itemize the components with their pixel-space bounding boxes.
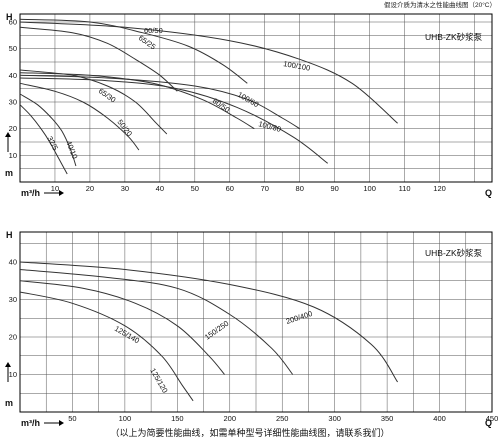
x-tick-label: 50 <box>191 184 199 193</box>
x-tick-label: 150 <box>171 414 184 423</box>
y-axis-unit: m <box>5 398 13 408</box>
x-tick-label: 60 <box>226 184 234 193</box>
series-curve-65-25 <box>19 26 178 92</box>
x-axis-arrowhead <box>59 190 64 196</box>
y-tick-label: 30 <box>9 98 17 107</box>
series-label-200-400: 200/400 <box>285 309 314 326</box>
series-curve-50-20 <box>19 82 140 151</box>
series-curve-100-100 <box>19 21 398 124</box>
series-curve-150-250 <box>19 269 294 375</box>
x-axis-label: Q <box>485 188 492 198</box>
plot-frame <box>19 231 493 413</box>
x-tick-label: 100 <box>119 414 132 423</box>
series-curve-200-400 <box>19 261 399 383</box>
y-tick-label: 60 <box>9 18 17 27</box>
y-tick-label: 10 <box>9 151 17 160</box>
x-tick-label: 90 <box>330 184 338 193</box>
y-axis-label: H <box>6 230 13 240</box>
y-tick-label: 50 <box>9 44 17 53</box>
x-axis-unit: m³/h <box>21 418 40 428</box>
plot-frame <box>19 13 493 183</box>
series-curve-65-30 <box>19 69 168 135</box>
x-tick-label: 100 <box>363 184 376 193</box>
y-tick-label: 30 <box>9 295 17 304</box>
x-tick-label: 10 <box>51 184 59 193</box>
series-label-100-100: 100/100 <box>283 59 311 73</box>
x-tick-label: 300 <box>328 414 341 423</box>
x-tick-label: 80 <box>296 184 304 193</box>
chart-box-label: UHB-ZK砂浆泵 <box>425 32 483 42</box>
series-curve-100-60 <box>19 74 300 130</box>
series-label-125-120: 125/120 <box>148 367 169 395</box>
x-tick-label: 350 <box>381 414 394 423</box>
series-curve-100-80 <box>19 77 328 164</box>
x-axis-label: Q <box>485 418 492 428</box>
series-curve-40-10 <box>19 93 77 167</box>
y-tick-label: 40 <box>9 258 17 267</box>
y-axis-unit: m <box>5 168 13 178</box>
x-tick-label: 120 <box>433 184 446 193</box>
series-label-150-250: 150/250 <box>203 319 230 342</box>
y-tick-label: 40 <box>9 71 17 80</box>
chart-box-label: UHB-ZK砂浆泵 <box>425 248 483 258</box>
x-tick-label: 110 <box>399 184 411 193</box>
series-curve-80-50 <box>19 72 255 130</box>
x-tick-label: 30 <box>121 184 129 193</box>
x-axis-unit: m³/h <box>21 188 40 198</box>
footnote-caption: （以上为简要性能曲线，如需单种型号详细性能曲线图，请联系我们） <box>110 427 389 438</box>
x-tick-label: 40 <box>156 184 164 193</box>
y-tick-label: 10 <box>9 370 17 379</box>
x-tick-label: 20 <box>86 184 94 193</box>
y-tick-label: 20 <box>9 124 17 133</box>
header-note: 假设介质为清水之性能曲线图（20°C） <box>384 0 496 9</box>
series-label-50-20: 50/20 <box>115 118 134 138</box>
series-label-40-10: 40/10 <box>64 139 79 160</box>
chart-upper: 10 20 30 40 50 60 10 20 30 40 50 60 70 80 90 100 110 120 H… <box>5 12 493 198</box>
x-tick-label: 450 <box>486 414 499 423</box>
chart-lower: 10 20 30 40 50 100 150 200 250 300 350 400 450 Hm m³/h… <box>5 230 498 428</box>
y-axis-label: H <box>6 12 13 22</box>
y-axis-arrowhead <box>5 132 11 137</box>
x-tick-label: 400 <box>433 414 446 423</box>
y-tick-label: 20 <box>9 333 17 342</box>
x-tick-label: 50 <box>68 414 76 423</box>
y-axis-arrowhead <box>5 362 11 367</box>
series-curve-125-120 <box>19 291 194 402</box>
series-label-100-60: 100/60 <box>236 90 260 109</box>
series-curve-32-5 <box>19 104 68 175</box>
series-label-100-80: 100/80 <box>257 119 282 134</box>
series-curve-60-50 <box>19 18 248 84</box>
x-axis-arrowhead <box>59 420 64 426</box>
series-curve-125-140 <box>19 280 225 375</box>
x-tick-label: 250 <box>276 414 289 423</box>
series-label-32-5: 32/5 <box>45 135 60 152</box>
x-tick-label: 70 <box>261 184 269 193</box>
x-tick-label: 200 <box>224 414 237 423</box>
